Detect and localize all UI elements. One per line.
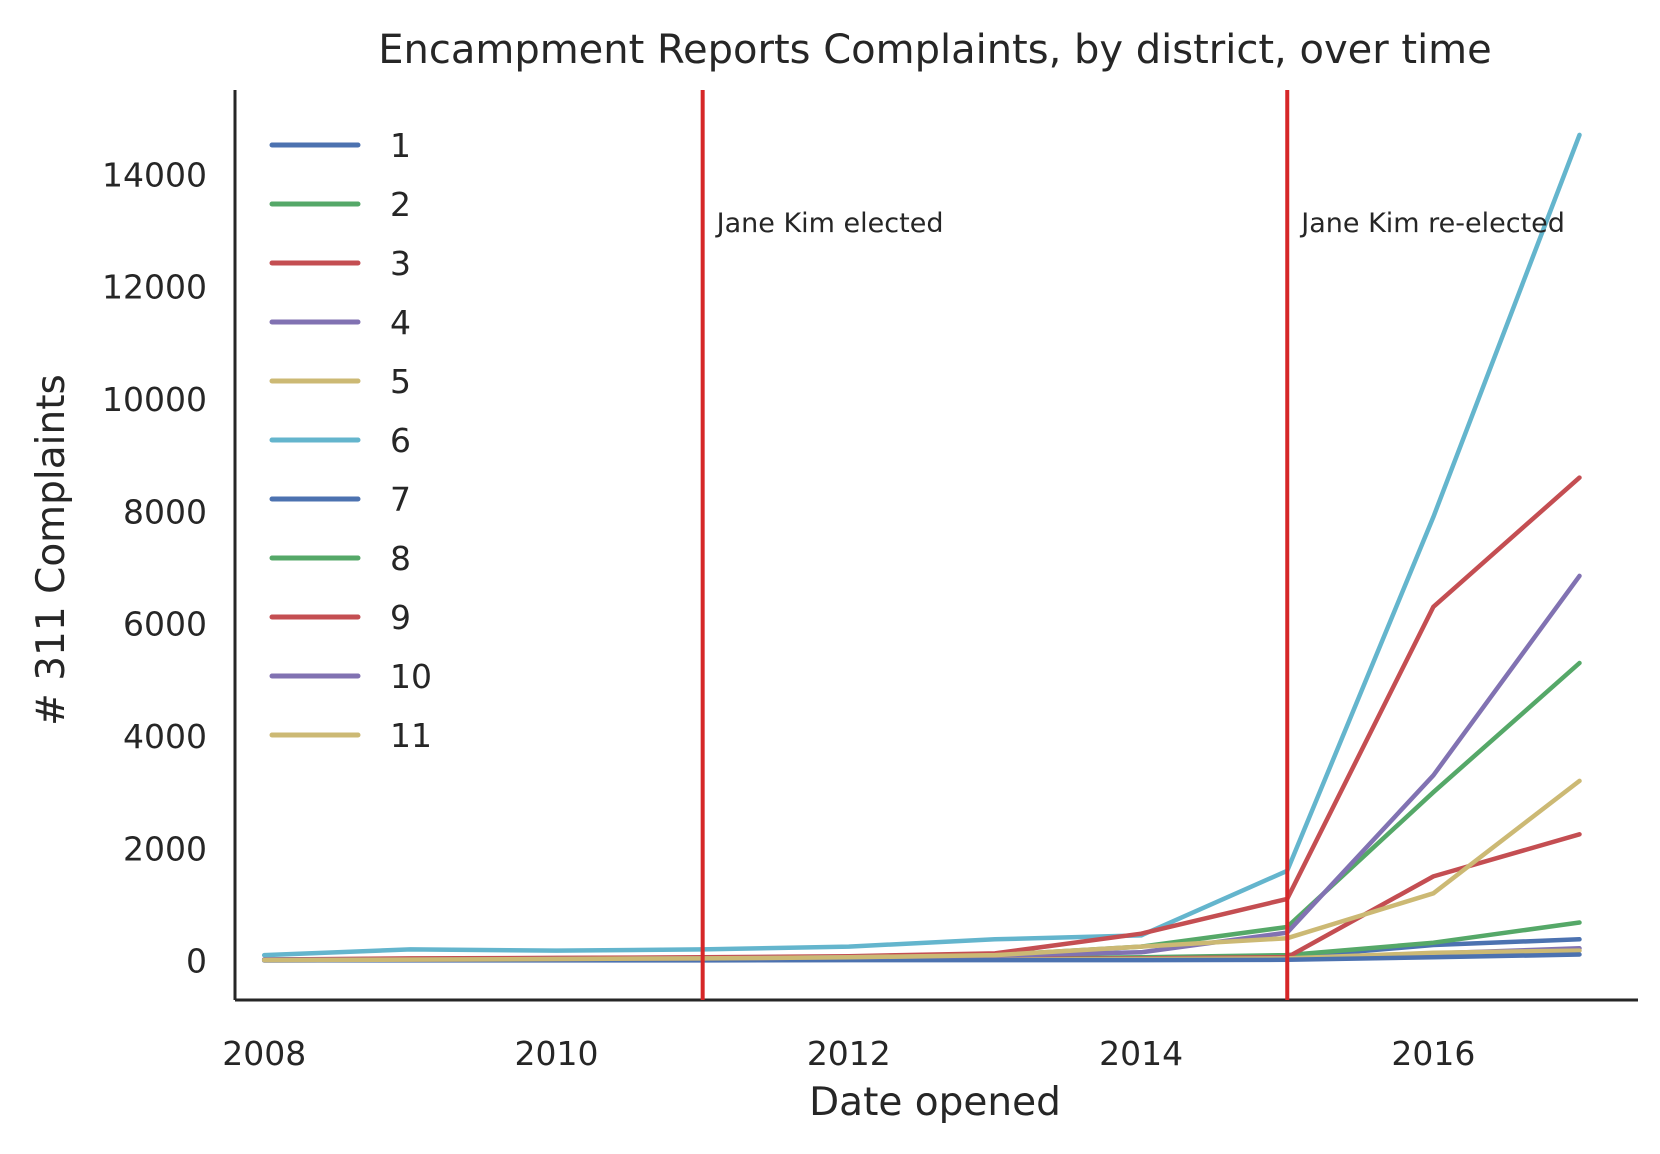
legend-label-11: 11 <box>390 716 432 755</box>
legend-label-3: 3 <box>390 244 411 283</box>
y-tick-label: 4000 <box>123 717 207 756</box>
event-annotation-2: Jane Kim re-elected <box>1299 208 1565 239</box>
y-axis-label: # 311 Complaints <box>29 374 74 726</box>
legend: 1 2 3 4 5 6 7 8 9 10 11 <box>269 126 432 755</box>
y-tick-label: 10000 <box>102 380 207 419</box>
legend-label-10: 10 <box>390 657 432 696</box>
x-tick-label: 2008 <box>222 1034 306 1073</box>
legend-label-1: 1 <box>390 126 411 165</box>
chart-title: Encampment Reports Complaints, by distri… <box>378 27 1492 73</box>
x-tick-label: 2012 <box>807 1034 891 1073</box>
x-tick-label: 2010 <box>515 1034 599 1073</box>
legend-label-7: 7 <box>390 480 411 519</box>
y-tick-label: 12000 <box>102 268 207 307</box>
legend-label-5: 5 <box>390 362 411 401</box>
y-tick-label: 2000 <box>123 829 207 868</box>
series-line-9 <box>261 475 1582 962</box>
event-annotation-1: Jane Kim elected <box>715 208 944 239</box>
y-tick-label: 8000 <box>123 492 207 531</box>
y-tick-label: 6000 <box>123 605 207 644</box>
legend-label-6: 6 <box>390 421 411 460</box>
plot-area: 2008 2010 2012 2014 2016 0 2000 4000 6000 8000 100… <box>102 90 1638 1073</box>
x-tick-label: 2014 <box>1099 1034 1183 1073</box>
y-tick-label: 0 <box>186 942 207 981</box>
legend-label-9: 9 <box>390 598 411 637</box>
series-line-11 <box>261 778 1582 963</box>
series-line-6 <box>261 132 1582 958</box>
x-tick-label: 2016 <box>1391 1034 1475 1073</box>
legend-label-4: 4 <box>390 303 411 342</box>
y-tick-label: 14000 <box>102 155 207 194</box>
legend-label-2: 2 <box>390 185 411 224</box>
x-axis-label: Date opened <box>809 1080 1061 1125</box>
legend-label-8: 8 <box>390 539 411 578</box>
